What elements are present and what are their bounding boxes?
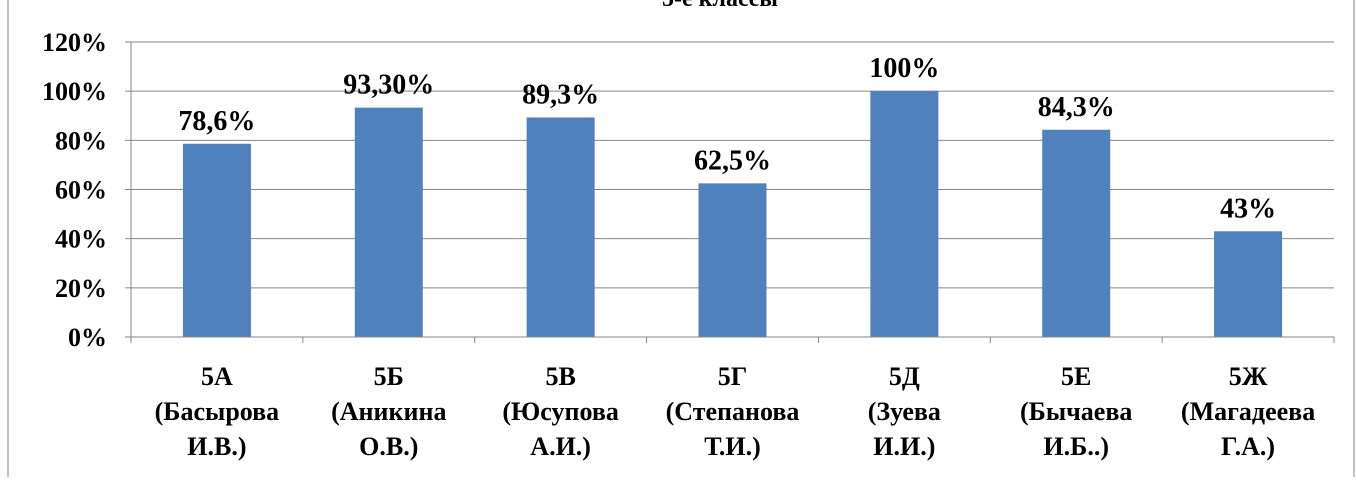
x-tick-label: 5Ж (Магадеева Г.А.) <box>1181 362 1315 461</box>
y-tick-label: 40% <box>55 225 107 254</box>
bar <box>698 183 767 337</box>
bar <box>1214 231 1283 337</box>
y-tick-label: 100% <box>42 77 107 106</box>
x-tick-label: 5Е (Бычаева И.Б..) <box>1020 362 1132 461</box>
bars <box>182 91 1283 338</box>
y-tick-label: 60% <box>55 176 107 205</box>
y-tick-label: 120% <box>42 28 107 57</box>
data-label: 89,3% <box>522 79 599 110</box>
data-label: 78,6% <box>178 106 255 137</box>
bar <box>1042 129 1111 337</box>
bar <box>870 91 939 338</box>
y-axis-tick-labels: 0% 20% 40% 60% 80% 100% 120% <box>42 28 107 352</box>
data-label: 43% <box>1220 193 1276 224</box>
x-axis-tick-labels: 5А (Басырова И.В.) 5Б (Аникина О.В.) 5В (Юсупов… <box>155 362 1316 461</box>
data-label: 62,5% <box>694 145 771 176</box>
data-label: 100% <box>869 53 939 84</box>
y-tick-label: 20% <box>55 274 107 303</box>
data-labels: 78,6% 93,30% 89,3% 62,5% 100% 84,3% 43% <box>178 53 1276 224</box>
bar <box>526 117 595 338</box>
bar <box>354 107 423 337</box>
y-tick-label: 80% <box>55 126 107 155</box>
axes <box>125 41 1335 343</box>
x-tick-label: 5Г (Степанова Т.И.) <box>666 362 800 461</box>
chart-title: 5-е классы <box>662 0 778 12</box>
bar <box>182 143 251 337</box>
data-label: 84,3% <box>1038 92 1115 123</box>
x-tick-label: 5Д (Зуева И.И.) <box>868 362 941 461</box>
x-tick-label: 5Б (Аникина О.В.) <box>331 362 446 461</box>
x-tick-label: 5В (Юсупова А.И.) <box>502 362 619 461</box>
data-label: 93,30% <box>343 70 434 101</box>
y-tick-label: 0% <box>68 323 107 352</box>
x-tick-label: 5А (Басырова И.В.) <box>155 362 280 461</box>
